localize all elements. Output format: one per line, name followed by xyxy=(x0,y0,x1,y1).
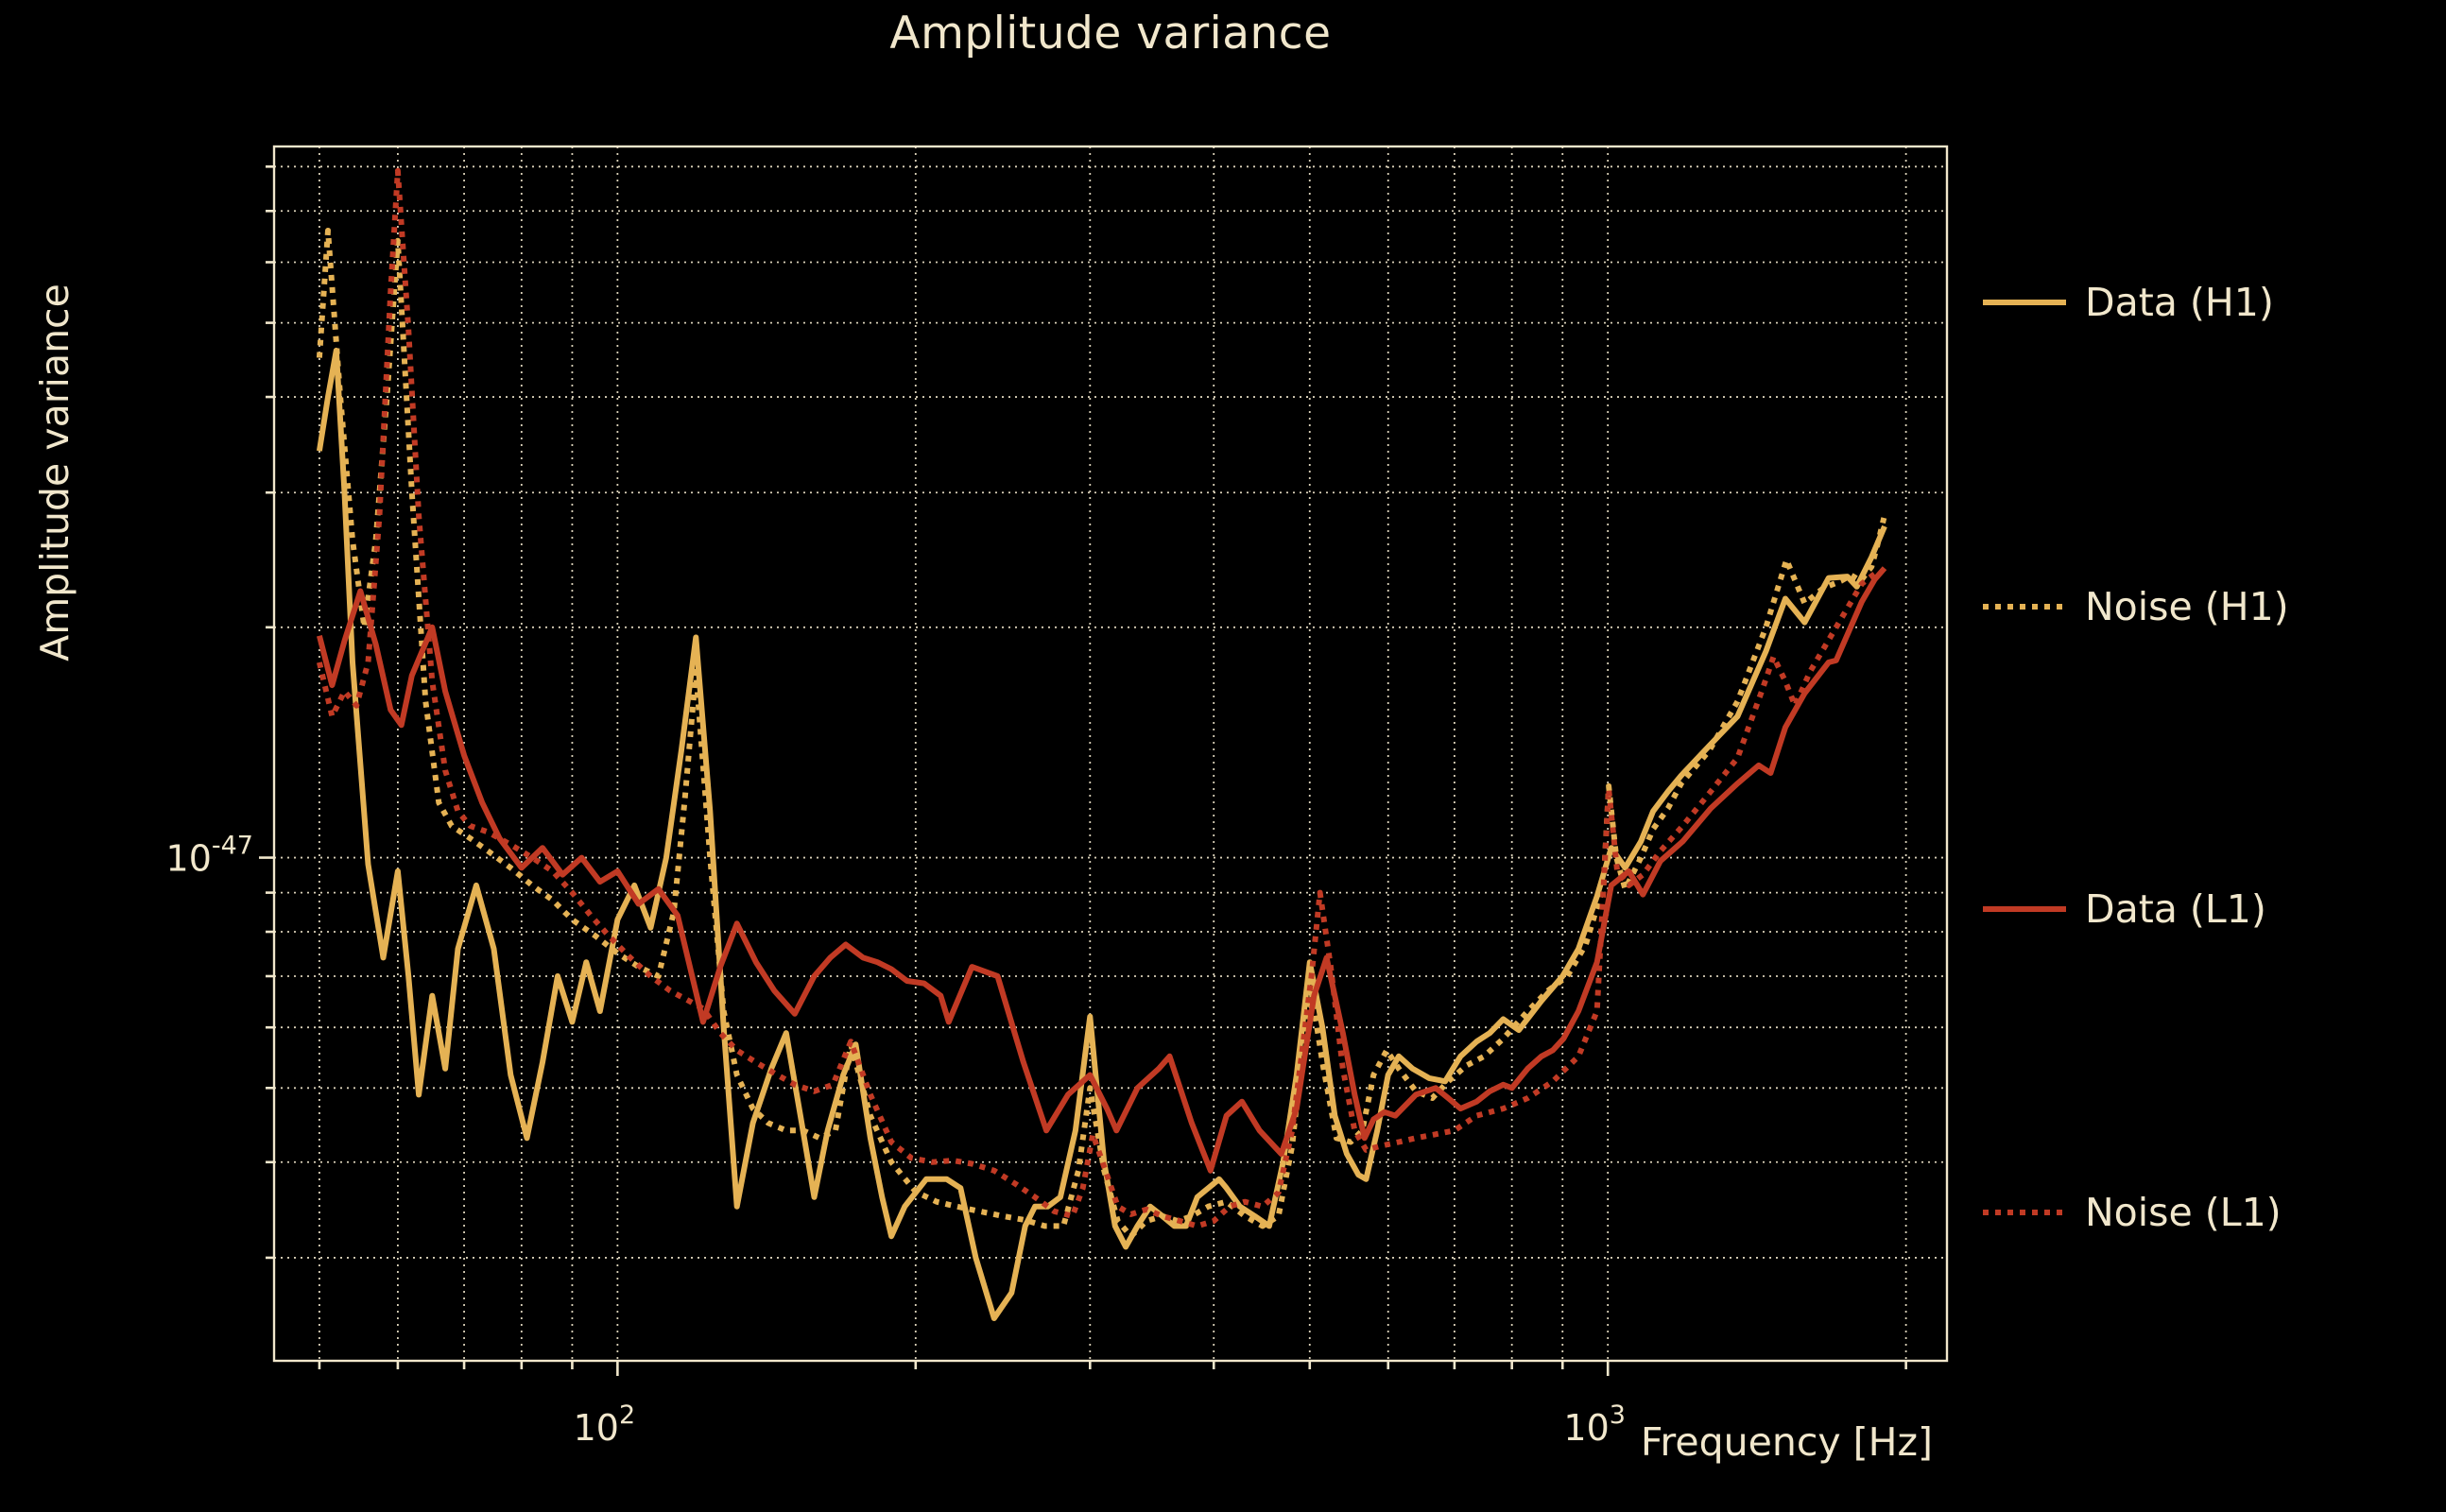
series-line-noise-h1- xyxy=(316,228,1887,1240)
gridlines xyxy=(274,146,1947,1361)
axis-ticks xyxy=(259,165,1907,1376)
legend-label-noise-h1: Noise (H1) xyxy=(2085,584,2289,629)
legend-label-data-h1: Data (H1) xyxy=(2085,280,2274,325)
y-axis-label: Amplitude variance xyxy=(32,284,78,662)
legend-item-noise-h1: Noise (H1) xyxy=(1981,582,2289,631)
legend-label-noise-l1: Noise (L1) xyxy=(2085,1190,2282,1235)
legend-item-data-l1: Data (L1) xyxy=(1981,885,2266,934)
legend-item-data-h1: Data (H1) xyxy=(1981,278,2274,327)
series-line-noise-l1- xyxy=(316,167,1881,1229)
x-tick-label-1: 103 xyxy=(1563,1400,1626,1449)
legend-item-noise-l1: Noise (L1) xyxy=(1981,1188,2282,1237)
chart-title: Amplitude variance xyxy=(889,8,1332,60)
data-h1-solid-line-swatch-icon xyxy=(1983,300,2066,305)
series-line-data-l1- xyxy=(316,566,1887,1174)
x-axis-label: Frequency [Hz] xyxy=(1641,1419,1933,1465)
legend-label-data-l1: Data (L1) xyxy=(2085,886,2266,932)
x-tick-label-0: 102 xyxy=(574,1400,636,1449)
plot-frame xyxy=(272,145,1949,1363)
data-l1-solid-line-swatch-icon xyxy=(1983,906,2066,912)
series-line-data-h1- xyxy=(316,347,1887,1321)
noise-h1-dotted-line-swatch-icon xyxy=(1983,604,2066,610)
y-tick-label-0: 10-47 xyxy=(166,832,253,880)
noise-l1-dotted-line-swatch-icon xyxy=(1983,1210,2066,1215)
